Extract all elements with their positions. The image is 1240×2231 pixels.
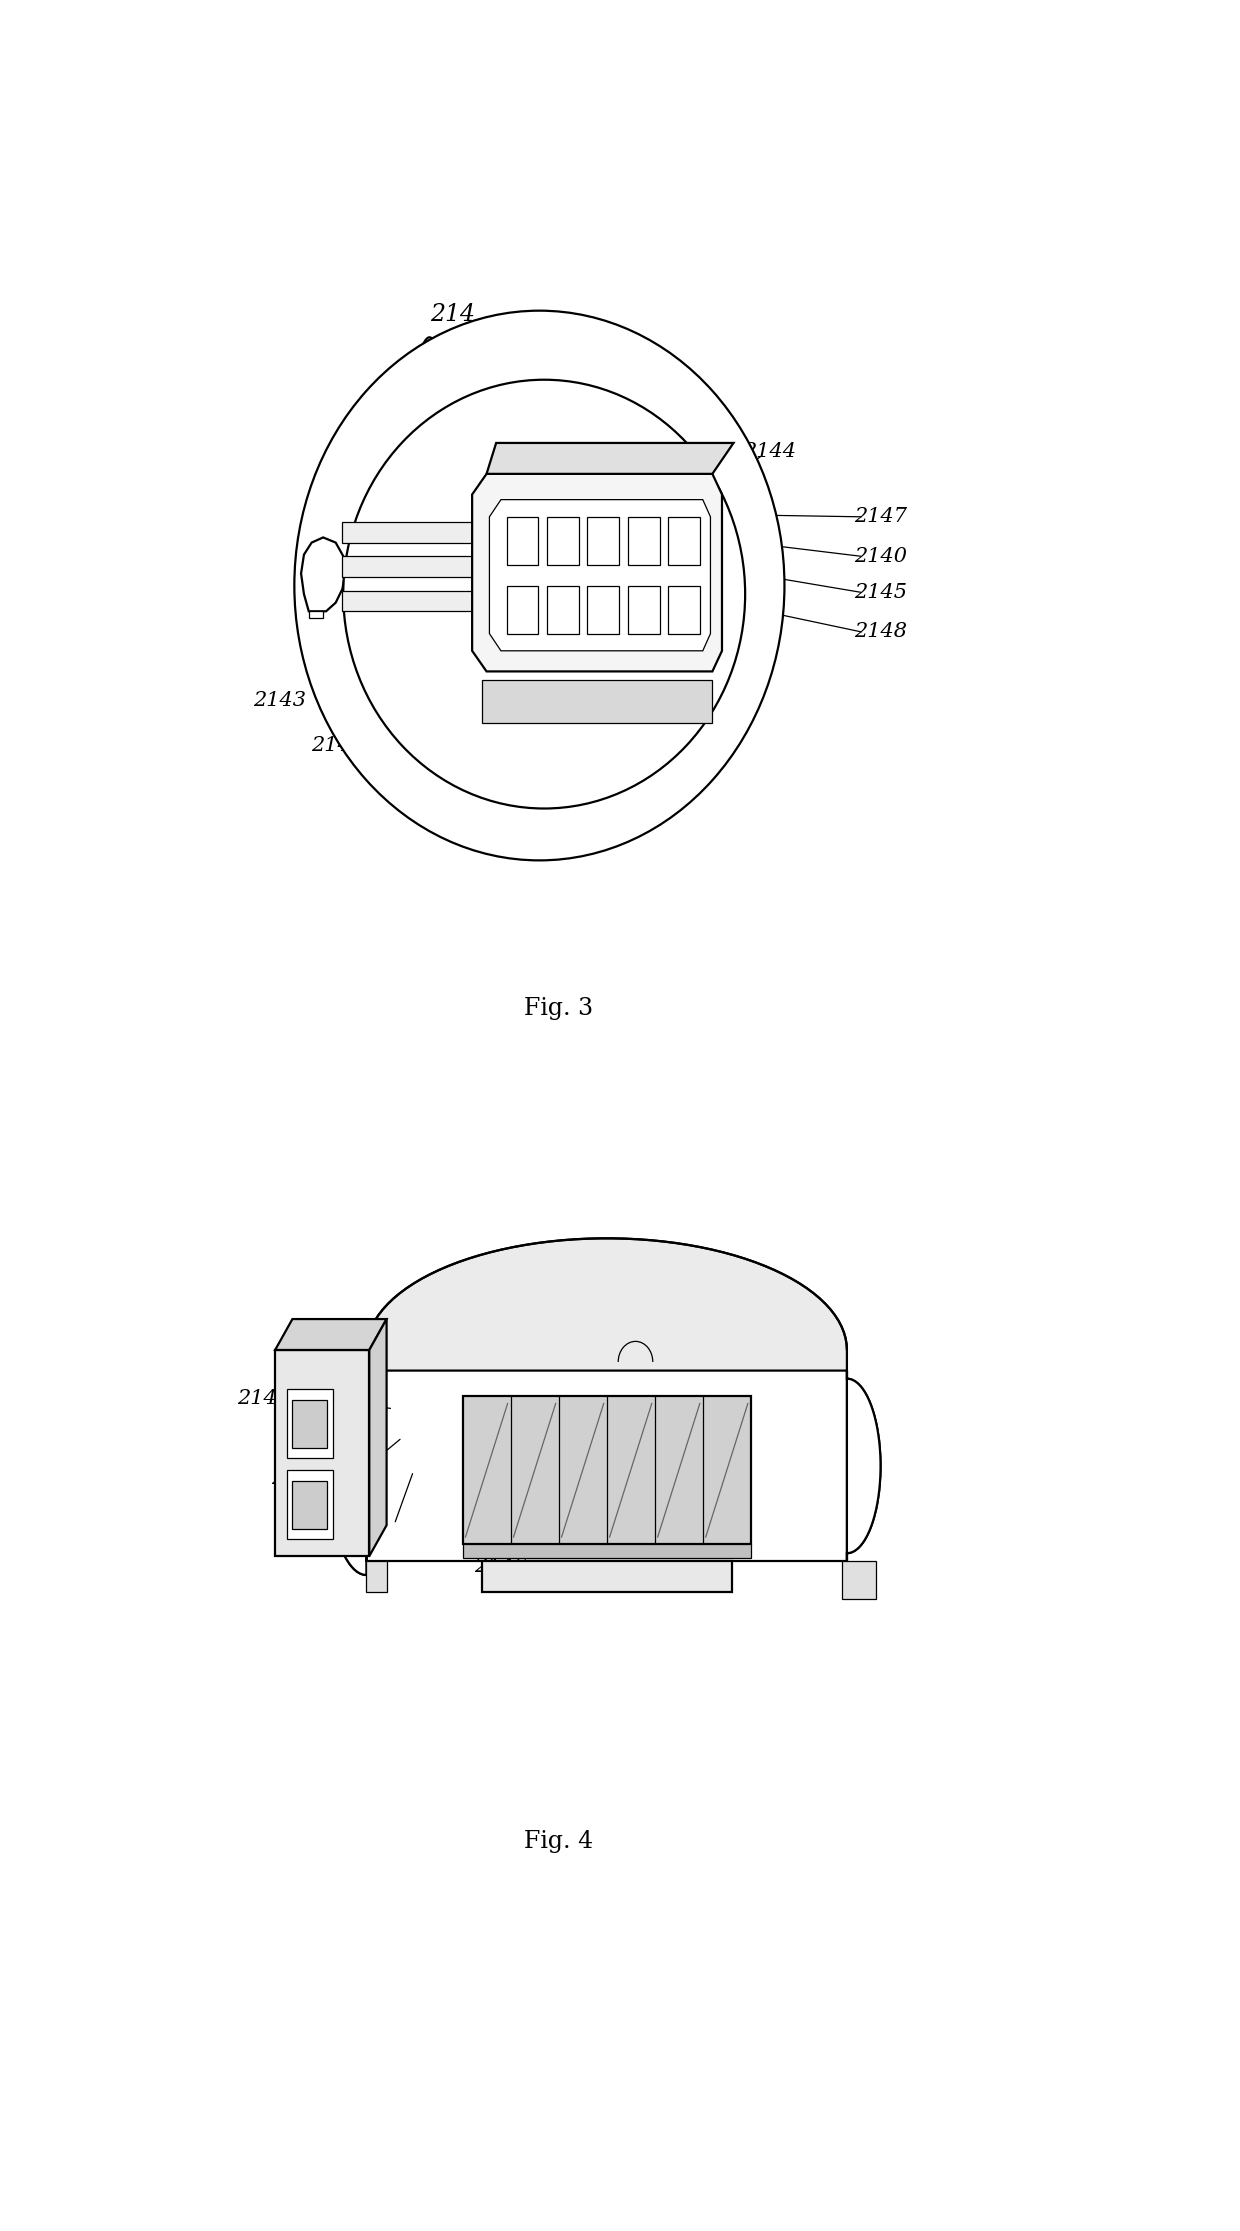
Polygon shape: [668, 518, 699, 564]
Polygon shape: [507, 585, 538, 634]
Text: 2141: 2141: [311, 736, 365, 754]
Polygon shape: [367, 1238, 847, 1370]
Ellipse shape: [343, 379, 745, 808]
Polygon shape: [293, 1481, 327, 1528]
Text: 2144: 2144: [744, 442, 796, 462]
Polygon shape: [342, 591, 477, 611]
Polygon shape: [286, 1470, 332, 1539]
Text: 2141a: 2141a: [303, 1517, 368, 1537]
Polygon shape: [547, 585, 579, 634]
Text: Fig. 3: Fig. 3: [525, 997, 593, 1020]
Polygon shape: [547, 518, 579, 564]
Polygon shape: [668, 585, 699, 634]
Polygon shape: [370, 1319, 387, 1557]
Polygon shape: [463, 1544, 751, 1557]
Polygon shape: [275, 1319, 387, 1350]
Polygon shape: [301, 538, 345, 611]
Ellipse shape: [294, 310, 785, 861]
Text: 2142: 2142: [460, 761, 513, 781]
Polygon shape: [342, 556, 477, 578]
Text: 214: 214: [430, 303, 475, 326]
Polygon shape: [481, 680, 712, 723]
Polygon shape: [486, 444, 734, 473]
Polygon shape: [293, 1399, 327, 1448]
Polygon shape: [588, 585, 619, 634]
Polygon shape: [490, 500, 711, 651]
Polygon shape: [627, 585, 660, 634]
Text: 2149: 2149: [642, 761, 696, 781]
Polygon shape: [507, 518, 538, 564]
Polygon shape: [847, 1370, 880, 1562]
Polygon shape: [627, 518, 660, 564]
Text: 2140: 2140: [854, 547, 906, 567]
Text: Fig. 4: Fig. 4: [525, 1829, 593, 1852]
Polygon shape: [842, 1562, 875, 1600]
Polygon shape: [329, 1356, 367, 1575]
Polygon shape: [481, 1562, 732, 1593]
Text: 2146: 2146: [475, 1557, 527, 1575]
Text: 2145: 2145: [854, 582, 906, 602]
Text: 2147: 2147: [854, 506, 906, 527]
Text: 2143: 2143: [270, 1470, 324, 1488]
Polygon shape: [472, 473, 722, 672]
Polygon shape: [309, 611, 324, 618]
Polygon shape: [463, 1397, 751, 1544]
Polygon shape: [342, 522, 477, 542]
Text: 2148: 2148: [854, 622, 906, 640]
Text: 2142a: 2142a: [541, 788, 606, 805]
Polygon shape: [588, 518, 619, 564]
Polygon shape: [367, 1562, 387, 1593]
Polygon shape: [286, 1390, 332, 1459]
Text: 2143a: 2143a: [238, 1388, 303, 1408]
Text: 2143: 2143: [253, 692, 306, 709]
Polygon shape: [275, 1350, 370, 1557]
